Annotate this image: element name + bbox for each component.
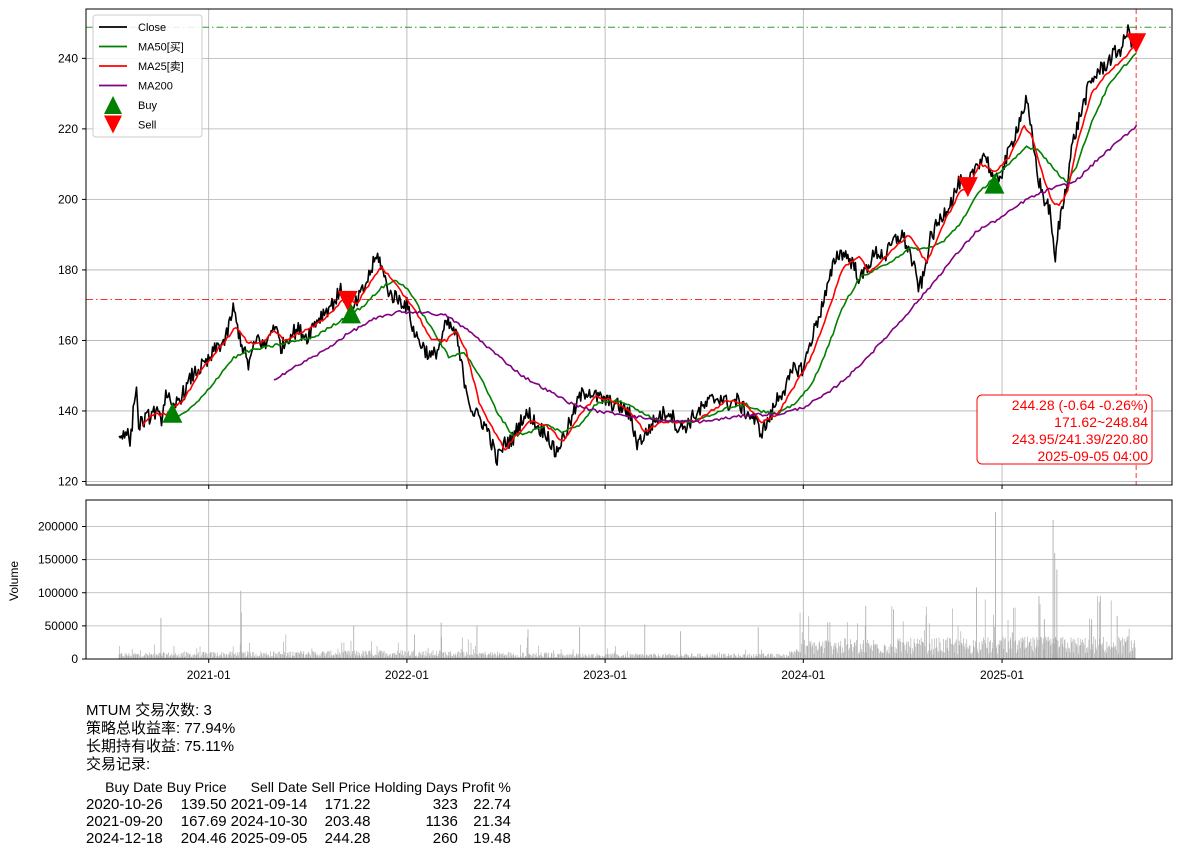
x-tick-label: 2022-01 [385,668,429,682]
price-tick-label: 140 [58,404,78,418]
summary-trade-log-title: 交易记录: [86,756,151,773]
cell-sell-date: 2024-10-30 [230,813,308,830]
cell-sell-date: 2025-09-05 [230,830,308,847]
cell-buy-date: 2024-12-18 [86,830,163,847]
cell-buy-price: 139.50 [180,796,227,813]
price-tick-label: 120 [58,474,78,488]
cell-sell-price: 244.28 [324,830,371,847]
cell-buy-date: 2020-10-26 [86,796,163,813]
legend-ma25-label: MA25[卖] [138,60,184,73]
volume-bars [118,511,1136,659]
price-annotation: 244.28 (-0.64 -0.26%)171.62~248.84243.95… [976,394,1153,465]
x-tick-label: 2021-01 [187,668,231,682]
buy-marker [984,173,1005,194]
annotation-line: 243.95/241.39/220.80 [1012,431,1148,447]
legend: Close MA50[买] MA25[卖] MA200 Buy Sell [92,14,203,138]
annotation-line: 244.28 (-0.64 -0.26%) [1012,397,1148,413]
legend-close-label: Close [138,22,166,34]
x-ticks: 2021-01 2022-01 2023-01 2024-01 2025-01 [187,485,1024,682]
trade-table-header: Buy Date Buy Price Sell Date Sell Price … [86,779,515,796]
summary-buyhold-return: 长期持有收益: 75.11% [86,738,235,755]
volume-tick-label: 100000 [38,586,78,600]
price-panel: 120 140 160 180 200 220 240 Close MA50[买] MA25[卖… [58,8,1173,488]
buy-marker [162,402,183,423]
cell-buy-date: 2021-09-20 [86,813,163,830]
col-sell-date: Sell Date [250,779,308,795]
cell-profit: 21.34 [473,813,511,830]
price-tick-label: 220 [58,122,78,136]
cell-holding-days: 1136 [425,813,458,830]
col-holding-days: Holding Days [374,779,458,795]
ma50-line [166,52,1137,438]
volume-tick-label: 50000 [45,619,79,633]
cell-holding-days: 323 [432,796,458,813]
summary-trade-count: MTUM 交易次数: 3 [86,702,212,719]
price-tick-label: 180 [58,263,78,277]
price-tick-label: 240 [58,51,78,65]
stock-chart-figure: 120 140 160 180 200 220 240 Close MA50[买] MA25[卖… [7,8,1173,682]
x-tick-label: 2024-01 [781,668,825,682]
sell-marker [1126,33,1147,54]
volume-tick-label: 150000 [38,553,78,567]
cell-holding-days: 260 [432,830,458,847]
col-sell-price: Sell Price [311,779,371,795]
sell-marker [957,177,978,198]
volume-tick-label: 0 [71,652,78,666]
x-tick-label: 2023-01 [583,668,627,682]
legend-buy-swatch [104,96,122,114]
price-tick-label: 200 [58,192,78,206]
annotation-line: 171.62~248.84 [1054,414,1148,430]
volume-frame [85,499,1173,660]
price-frame [85,8,1173,486]
sell-marker [337,290,358,311]
legend-ma50-label: MA50[买] [138,41,184,54]
col-buy-price: Buy Price [166,779,227,795]
legend-ma200-label: MA200 [138,81,173,93]
summary-strategy-return: 策略总收益率: 77.94% [86,720,236,737]
col-buy-date: Buy Date [105,779,163,795]
trade-table: Buy Date Buy Price Sell Date Sell Price … [86,779,515,847]
cell-buy-price: 204.46 [180,830,227,847]
table-row: 2021-09-20 167.69 2024-10-30 203.48 1136… [86,813,515,830]
cell-buy-price: 167.69 [180,813,227,830]
ma200-line [273,125,1137,424]
cell-sell-date: 2021-09-14 [230,796,308,813]
price-tick-label: 160 [58,333,78,347]
annotation-line: 2025-09-05 04:00 [1037,448,1148,464]
cell-profit: 22.74 [473,796,511,813]
col-profit: Profit % [461,779,511,795]
cell-profit: 19.48 [473,830,511,847]
table-row: 2020-10-26 139.50 2021-09-14 171.22 323 … [86,796,515,813]
volume-tick-label: 200000 [38,520,78,534]
table-row: 2024-12-18 204.46 2025-09-05 244.28 260 … [86,830,515,847]
buy-marker [340,303,361,324]
cell-sell-price: 171.22 [324,796,371,813]
volume-axis-label: Volume [7,561,21,601]
x-tick-label: 2025-01 [980,668,1024,682]
cell-sell-price: 203.48 [324,813,371,830]
legend-sell-swatch [104,115,122,134]
legend-buy-label: Buy [138,100,157,112]
volume-y-ticks: 0 50000 100000 150000 200000 [38,520,86,666]
legend-sell-label: Sell [138,120,156,132]
price-y-ticks: 120 140 160 180 200 220 240 [58,51,86,488]
trade-markers [162,33,1147,423]
strategy-summary: MTUM 交易次数: 3 策略总收益率: 77.94% 长期持有收益: 75.1… [86,702,235,774]
